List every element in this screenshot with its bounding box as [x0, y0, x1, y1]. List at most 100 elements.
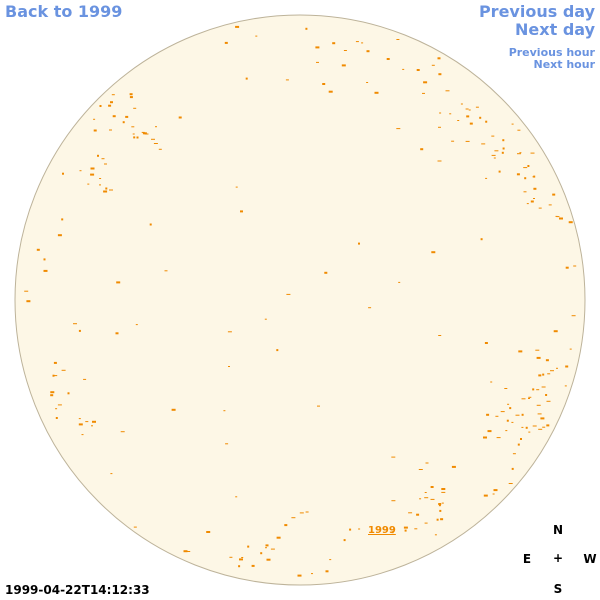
feature-mark — [61, 218, 64, 221]
feature-mark — [238, 565, 241, 568]
feature-mark — [349, 528, 352, 531]
feature-mark — [521, 426, 524, 428]
feature-mark — [468, 109, 471, 111]
previous-hour-link[interactable]: Previous hour — [508, 46, 595, 59]
feature-mark — [265, 544, 269, 547]
feature-mark — [525, 426, 528, 429]
feature-mark — [26, 300, 31, 303]
feature-mark — [424, 497, 429, 499]
feature-mark — [538, 374, 542, 377]
feature-mark — [133, 107, 137, 109]
feature-mark — [103, 190, 108, 193]
feature-mark — [110, 473, 113, 475]
feature-mark — [43, 269, 48, 272]
feature-mark — [553, 330, 558, 333]
feature-mark — [129, 96, 133, 99]
feature-mark — [55, 417, 58, 419]
feature-mark — [492, 493, 495, 495]
feature-mark — [469, 122, 473, 125]
next-day-link[interactable]: Next day — [515, 20, 595, 39]
feature-mark — [505, 430, 508, 432]
feature-mark — [441, 502, 444, 504]
feature-mark — [122, 121, 125, 124]
feature-mark — [178, 116, 182, 119]
feature-mark — [85, 421, 89, 423]
feature-mark — [511, 123, 514, 125]
feature-mark — [457, 120, 460, 121]
next-hour-link[interactable]: Next hour — [533, 58, 596, 71]
feature-mark — [438, 335, 442, 336]
feature-mark — [466, 115, 470, 118]
feature-mark — [436, 518, 439, 521]
feature-mark — [565, 266, 569, 269]
feature-mark — [87, 183, 90, 185]
feature-mark — [78, 423, 83, 426]
feature-mark — [366, 50, 370, 53]
feature-mark — [101, 158, 105, 160]
feature-mark — [419, 498, 422, 500]
feature-mark — [541, 386, 546, 388]
feature-mark — [109, 189, 113, 191]
year-link[interactable]: 1999 — [368, 525, 396, 536]
feature-mark — [90, 167, 95, 170]
feature-mark — [431, 251, 436, 254]
feature-mark — [526, 203, 529, 205]
feature-mark — [266, 558, 271, 561]
feature-mark — [434, 534, 437, 536]
feature-mark — [108, 104, 112, 107]
feature-mark — [355, 41, 359, 43]
feature-mark — [305, 511, 309, 513]
feature-mark — [487, 430, 492, 433]
feature-mark — [329, 559, 332, 561]
feature-mark — [24, 290, 29, 292]
feature-mark — [99, 184, 101, 186]
feature-mark — [57, 404, 62, 406]
feature-mark — [67, 392, 70, 395]
feature-mark — [240, 210, 243, 213]
feature-mark — [361, 42, 364, 44]
feature-mark — [533, 198, 535, 199]
feature-mark — [537, 413, 542, 415]
feature-mark — [54, 375, 58, 377]
feature-mark — [391, 456, 396, 458]
feature-mark — [568, 221, 573, 224]
feature-mark — [171, 408, 176, 411]
feature-mark — [521, 413, 524, 416]
feature-mark — [225, 443, 229, 445]
feature-mark — [149, 223, 152, 226]
feature-mark — [57, 234, 62, 237]
feature-mark — [518, 350, 523, 353]
feature-mark — [418, 469, 423, 470]
feature-mark — [328, 90, 333, 93]
feature-mark — [481, 143, 486, 145]
back-to-year-link[interactable]: Back to 1999 — [5, 2, 123, 21]
feature-mark — [500, 411, 505, 413]
feature-mark — [183, 550, 188, 553]
feature-mark — [527, 165, 530, 167]
feature-mark — [495, 415, 499, 417]
feature-mark — [92, 420, 96, 423]
feature-mark — [131, 126, 135, 128]
feature-mark — [441, 488, 446, 490]
feature-mark — [206, 531, 211, 533]
compass-south-label: S — [553, 582, 563, 596]
feature-mark — [151, 138, 155, 140]
feature-mark — [438, 126, 441, 128]
feature-mark — [523, 167, 528, 169]
feature-mark — [511, 467, 514, 470]
feature-mark — [90, 173, 95, 176]
feature-mark — [164, 270, 168, 272]
feature-mark — [547, 373, 551, 375]
feature-mark — [416, 69, 420, 71]
feature-mark — [374, 91, 379, 94]
feature-mark — [439, 509, 442, 512]
previous-day-link[interactable]: Previous day — [478, 2, 595, 21]
feature-mark — [61, 369, 66, 371]
feature-mark — [99, 105, 102, 107]
feature-mark — [507, 403, 510, 405]
feature-mark — [120, 431, 125, 433]
feature-mark — [486, 413, 490, 416]
feature-mark — [322, 83, 326, 85]
feature-mark — [111, 94, 115, 96]
feature-mark — [223, 410, 226, 412]
